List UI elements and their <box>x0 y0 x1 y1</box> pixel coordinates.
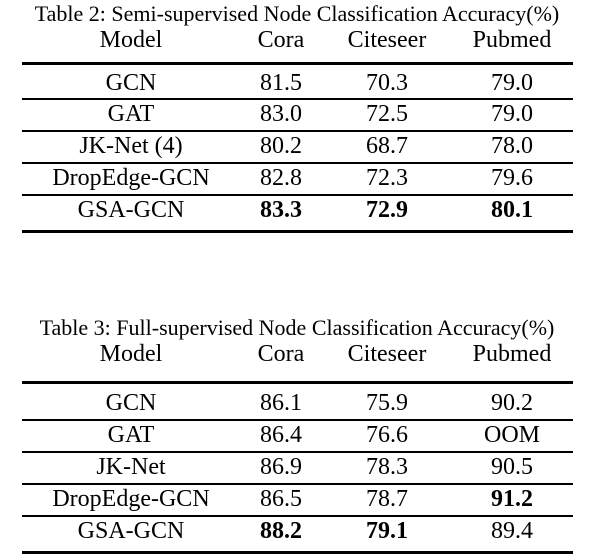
cell-model: JK-Net (4) <box>79 133 183 159</box>
cell-cora: 88.2 <box>260 518 302 544</box>
table-row: GSA-GCN 88.2 79.1 89.4 <box>0 516 594 546</box>
header-cora: Cora <box>257 341 305 367</box>
cell-cora: 80.2 <box>260 133 302 159</box>
cell-model: GCN <box>105 70 157 96</box>
row-rule <box>22 98 573 100</box>
cell-cora: 86.5 <box>260 486 302 512</box>
header-row: Model Cora Citeseer Pubmed <box>0 339 594 369</box>
row-rule <box>22 419 573 421</box>
table-row: GAT 83.0 72.5 79.0 <box>0 99 594 129</box>
table-row: JK-Net 86.9 78.3 90.5 <box>0 452 594 482</box>
top-rule <box>22 62 573 65</box>
table-row: GSA-GCN 83.3 72.9 80.1 <box>0 195 594 225</box>
cell-pubmed: OOM <box>483 422 540 448</box>
cell-citeseer: 79.1 <box>366 518 408 544</box>
row-rule <box>22 162 573 164</box>
table-caption: Table 3: Full-supervised Node Classifica… <box>39 315 555 340</box>
header-pubmed: Pubmed <box>472 341 552 367</box>
cell-cora: 82.8 <box>260 165 302 191</box>
table-row: GAT 86.4 76.6 OOM <box>0 420 594 450</box>
cell-model: GAT <box>107 422 155 448</box>
row-rule <box>22 515 573 517</box>
cell-citeseer: 75.9 <box>366 390 408 416</box>
row-rule <box>22 451 573 453</box>
table-row: GCN 86.1 75.9 90.2 <box>0 388 594 418</box>
cell-pubmed: 91.2 <box>491 486 533 512</box>
cell-citeseer: 72.9 <box>366 197 408 223</box>
cell-cora: 81.5 <box>260 70 302 96</box>
header-model: Model <box>99 341 163 367</box>
cell-pubmed: 78.0 <box>491 133 533 159</box>
cell-model: GAT <box>107 101 155 127</box>
cell-pubmed: 90.2 <box>491 390 533 416</box>
cell-pubmed: 79.0 <box>491 101 533 127</box>
cell-model: GSA-GCN <box>77 518 185 544</box>
cell-pubmed: 80.1 <box>491 197 533 223</box>
header-cora: Cora <box>257 27 305 53</box>
header-row: Model Cora Citeseer Pubmed <box>0 25 594 55</box>
header-pubmed: Pubmed <box>472 27 552 53</box>
row-rule <box>22 194 573 196</box>
cell-cora: 86.4 <box>260 422 302 448</box>
cell-citeseer: 76.6 <box>366 422 408 448</box>
bottom-rule <box>22 551 573 554</box>
cell-cora: 86.1 <box>260 390 302 416</box>
cell-model: DropEdge-GCN <box>52 165 210 191</box>
row-rule <box>22 130 573 132</box>
cell-model: DropEdge-GCN <box>52 486 210 512</box>
cell-model: GCN <box>105 390 157 416</box>
table-caption: Table 2: Semi-supervised Node Classifica… <box>34 1 560 26</box>
cell-pubmed: 89.4 <box>491 518 533 544</box>
cell-pubmed: 79.6 <box>491 165 533 191</box>
cell-citeseer: 72.5 <box>366 101 408 127</box>
table-row: JK-Net (4) 80.2 68.7 78.0 <box>0 131 594 161</box>
cell-cora: 83.0 <box>260 101 302 127</box>
cell-citeseer: 78.3 <box>366 454 408 480</box>
table-row: GCN 81.5 70.3 79.0 <box>0 68 594 98</box>
cell-citeseer: 78.7 <box>366 486 408 512</box>
table-row: DropEdge-GCN 86.5 78.7 91.2 <box>0 484 594 514</box>
cell-model: GSA-GCN <box>77 197 185 223</box>
cell-cora: 83.3 <box>260 197 302 223</box>
cell-citeseer: 72.3 <box>366 165 408 191</box>
cell-model: JK-Net <box>96 454 166 480</box>
header-citeseer: Citeseer <box>347 27 427 53</box>
cell-pubmed: 90.5 <box>491 454 533 480</box>
top-rule <box>22 381 573 384</box>
cell-pubmed: 79.0 <box>491 70 533 96</box>
cell-citeseer: 68.7 <box>366 133 408 159</box>
cell-citeseer: 70.3 <box>366 70 408 96</box>
cell-cora: 86.9 <box>260 454 302 480</box>
header-citeseer: Citeseer <box>347 341 427 367</box>
bottom-rule <box>22 230 573 233</box>
row-rule <box>22 483 573 485</box>
table-row: DropEdge-GCN 82.8 72.3 79.6 <box>0 163 594 193</box>
header-model: Model <box>99 27 163 53</box>
